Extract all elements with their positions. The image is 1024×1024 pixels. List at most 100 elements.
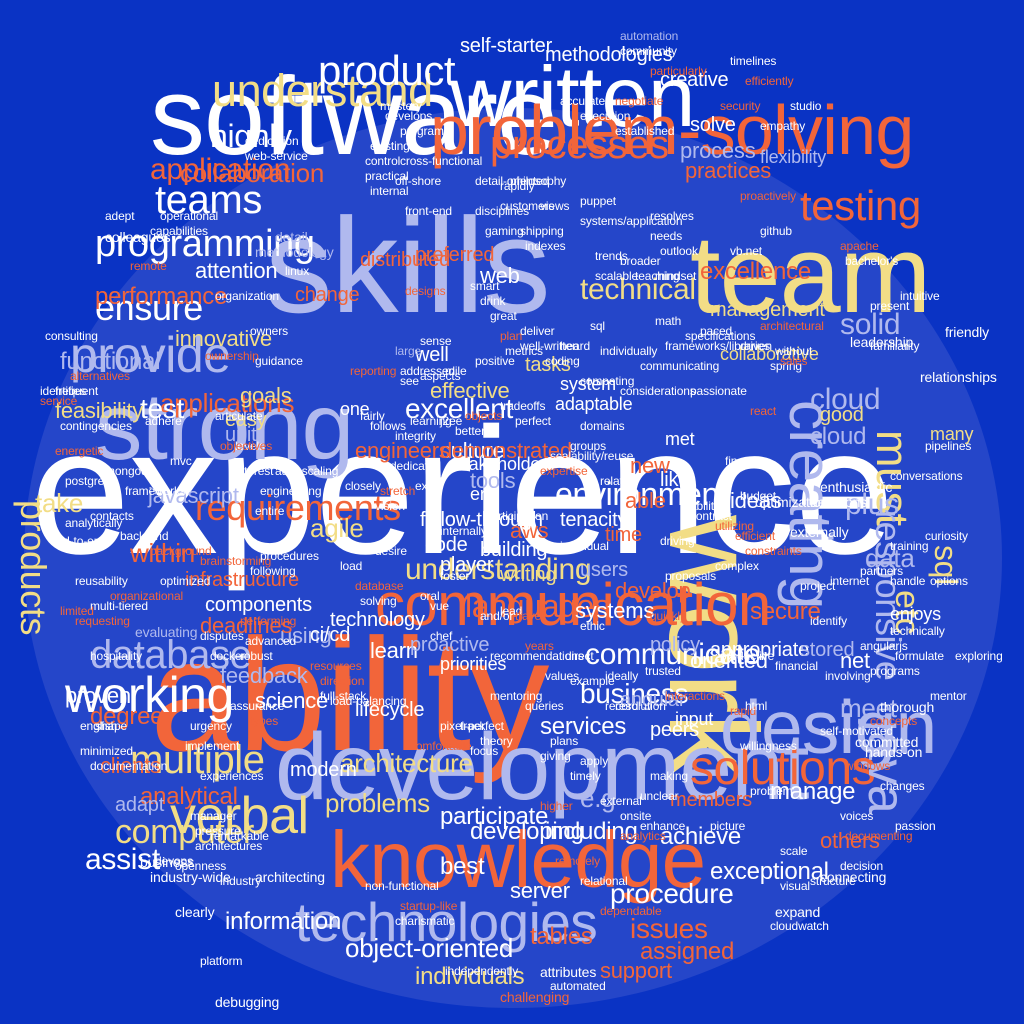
word-cloud-word: mentor [930,689,967,703]
word-cloud-word: database [355,579,404,593]
word-cloud-word: robust [240,649,273,663]
word-cloud-word: technical [580,273,696,306]
word-cloud-word: connecting [820,869,887,885]
word-cloud-word: exploring [955,649,1003,663]
word-cloud-word: decisions [810,494,868,510]
word-cloud-word: philosophy [510,174,567,188]
word-cloud-word: angularjs [860,639,908,653]
word-cloud-word: customers [500,199,555,213]
word-cloud-word: analytics [620,829,666,843]
word-cloud-word: management [710,299,825,321]
word-cloud-word: rapid [730,704,757,718]
word-cloud-word: energetic [55,444,104,458]
word-cloud-word: industry-wide [150,869,231,885]
word-cloud-word: object-oriented [345,933,514,963]
word-cloud-word: tradeoffs [500,399,546,413]
word-cloud-word: stakeholders [455,454,555,474]
word-cloud-word: disputes [200,629,244,643]
word-cloud-word: track [460,719,486,733]
word-cloud-word: clients [100,753,161,778]
word-cloud-word: tables [530,923,593,950]
word-cloud-word: auto-scaling [275,464,339,478]
word-cloud-word: mindset [655,269,697,283]
word-cloud-word: options [930,574,968,588]
word-cloud-word: hospitality [90,649,143,663]
word-cloud-word: solid [840,308,901,341]
word-cloud-word: partners [860,564,904,578]
word-cloud-word: optimization [755,494,829,510]
word-cloud-word: identify [810,614,848,628]
word-cloud-word: computer [115,813,255,851]
word-cloud-word: travel [515,609,544,623]
word-cloud-word: components [205,594,312,616]
word-cloud-word: trends [595,249,628,263]
word-cloud-word: expand [775,904,821,920]
word-cloud-word: systems/application [580,214,683,228]
word-cloud-word: trusted [645,664,681,678]
word-cloud-word: foster [440,569,470,583]
word-cloud-word: non-functional [365,879,439,893]
word-cloud-word: members [670,789,752,811]
word-cloud-word: related [600,474,636,488]
word-cloud-word: considerations [620,384,696,398]
word-cloud-word: domains [580,419,625,433]
word-cloud-word: present [870,299,910,313]
word-cloud-word: e.g [580,783,616,813]
word-cloud-word: clearly [175,904,215,920]
word-cloud-word: accurate [560,94,606,108]
word-cloud-word: contacts [90,509,134,523]
word-cloud-word: coding [545,354,580,368]
word-cloud-word: training [890,539,929,553]
word-cloud-word: modern [290,759,357,781]
word-cloud-word: and/or [480,609,514,623]
word-cloud-word: stored [800,639,855,661]
word-cloud-word: direction [320,674,365,688]
word-cloud-word: pipelines [925,439,972,453]
word-cloud-word: financial [775,659,818,673]
word-cloud-word: proposals [665,569,716,583]
word-cloud-word: application [150,153,291,186]
word-cloud-word: program [400,124,444,138]
word-cloud-word: assigned [640,938,735,965]
word-cloud-word: curiosity [925,529,968,543]
word-cloud-word: practices [685,158,772,183]
word-cloud-word: secure [750,598,821,625]
word-cloud-word: sales [780,354,808,368]
word-cloud-word: advanced [245,634,297,648]
word-cloud-word: objects [465,409,503,423]
word-cloud-word: flexibility [760,147,827,167]
word-cloud-word: agile [310,513,364,543]
word-cloud-word: service [40,394,78,408]
word-cloud-word: utilizing [715,519,754,533]
word-cloud-word: culture [440,438,505,463]
word-cloud-word: chef [430,629,453,643]
word-cloud-word: assurance [230,699,285,713]
word-cloud-word: detail-oriented [475,174,550,188]
word-cloud-word: shape [95,719,128,733]
word-cloud-word: picture [710,819,746,833]
word-cloud-word: collaboration [180,158,325,188]
word-cloud-word: quickly [650,609,686,623]
word-cloud-word: postgres [65,474,111,488]
word-cloud-word: addressed [400,364,455,378]
word-cloud-word: adhere [145,414,182,428]
word-cloud-word: verbal [170,787,309,845]
word-cloud-word: deliver [520,324,555,338]
word-cloud-word: self-motivated [820,724,894,738]
word-cloud-word: relational [580,874,628,888]
word-cloud-word: plan [500,329,523,343]
word-cloud-word: load [340,559,363,573]
word-cloud-word: github [760,224,792,238]
word-cloud-word: demonstrated [440,438,572,463]
word-cloud-word: javascript [148,483,239,508]
word-cloud-word: see [400,374,419,388]
word-cloud-word: project [800,579,836,593]
word-cloud-word: minimized [80,744,133,758]
word-cloud-word: experience [30,391,894,592]
word-cloud-word: products [13,500,54,636]
word-cloud-word: testing [800,182,921,229]
word-cloud-word: learn [370,638,418,663]
word-cloud-word: stretch [380,484,416,498]
word-cloud-word: individually [600,344,658,358]
word-cloud-word: able [625,488,666,513]
